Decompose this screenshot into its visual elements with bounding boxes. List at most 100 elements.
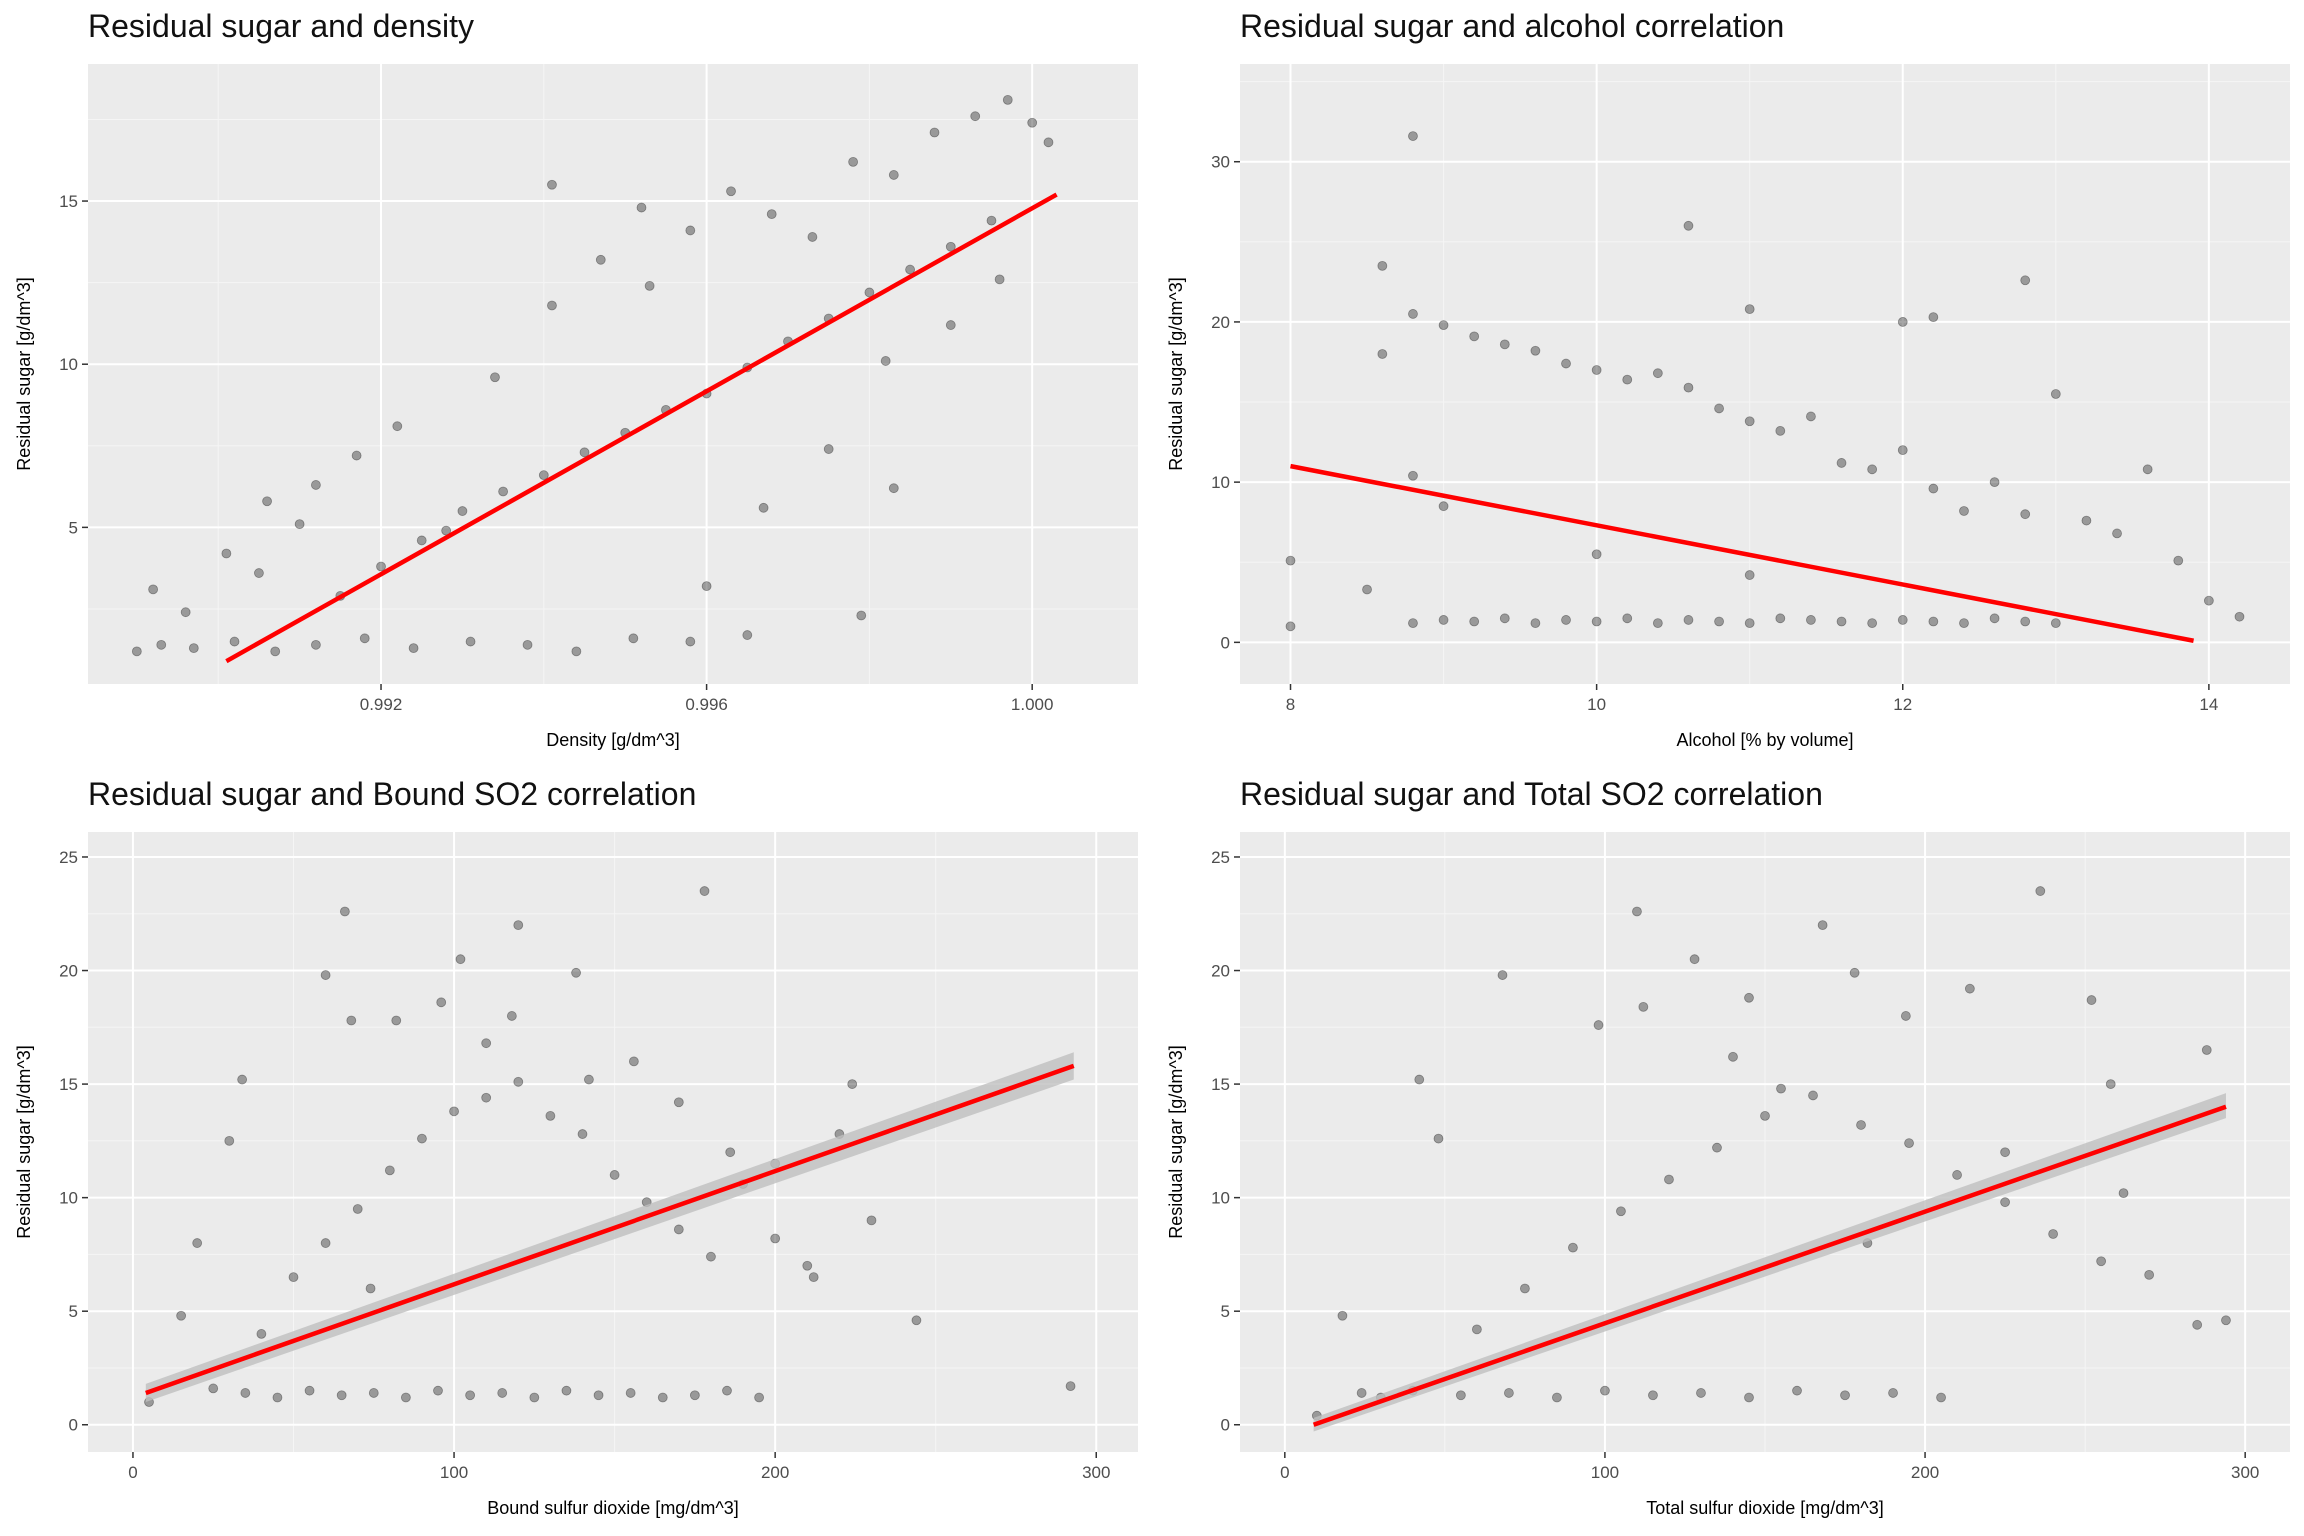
data-point: [1683, 220, 1694, 231]
data-point: [1652, 618, 1663, 629]
data-point: [1897, 317, 1908, 327]
data-point: [1433, 1133, 1444, 1144]
data-point: [685, 225, 696, 236]
data-point: [1744, 992, 1754, 1003]
data-point: [1775, 613, 1786, 624]
data-point: [240, 1388, 251, 1398]
data-point: [888, 483, 899, 494]
data-point: [1744, 618, 1755, 629]
data-point: [376, 561, 386, 572]
y-tick-label: 20: [1211, 962, 1230, 981]
y-tick-label: 10: [59, 1189, 78, 1208]
y-tick-label: 10: [59, 355, 78, 374]
data-point: [1356, 1388, 1367, 1398]
data-point: [176, 1310, 187, 1321]
data-point: [237, 1074, 248, 1085]
data-point: [417, 1133, 427, 1144]
x-tick-label: 0.992: [360, 695, 403, 714]
data-point: [1622, 613, 1633, 624]
data-point: [188, 643, 199, 654]
data-point: [1377, 349, 1388, 359]
y-axis-label: Residual sugar [g/dm^3]: [1166, 1045, 1186, 1239]
data-point: [545, 1110, 556, 1121]
data-point: [689, 1390, 700, 1401]
data-point: [1959, 618, 1969, 629]
x-tick-label: 0: [128, 1463, 137, 1482]
data-point: [1600, 1385, 1610, 1396]
data-point: [1989, 613, 2000, 624]
data-point: [2221, 1315, 2231, 1326]
data-point: [1888, 1388, 1898, 1398]
data-point: [1728, 1051, 1738, 1062]
chart-title: Residual sugar and alcohol correlation: [1240, 8, 1785, 44]
trend-line: [225, 192, 1058, 664]
data-point: [1438, 501, 1449, 512]
data-point: [1591, 616, 1602, 627]
data-point: [673, 1097, 684, 1108]
data-point: [754, 1392, 765, 1403]
data-point: [433, 1385, 443, 1396]
data-point: [224, 1135, 235, 1146]
data-point: [457, 506, 468, 516]
data-point: [945, 320, 956, 330]
data-point: [1867, 464, 1878, 475]
data-point: [346, 1015, 357, 1026]
panel-bound-so2: Residual sugar and Bound SO2 correlation…: [0, 768, 1152, 1536]
data-point: [311, 639, 321, 650]
data-point: [2201, 1045, 2212, 1055]
x-tick-label: 300: [2231, 1463, 2259, 1482]
panel-total-so2: Residual sugar and Total SO2 correlation…: [1152, 768, 2304, 1536]
data-point: [1744, 304, 1755, 315]
data-point: [1043, 137, 1054, 148]
data-point: [1377, 260, 1388, 271]
data-point: [1744, 570, 1755, 580]
y-tick-label: 20: [59, 962, 78, 981]
data-point: [1806, 411, 1816, 422]
data-point: [986, 215, 997, 226]
data-point: [1337, 1310, 1348, 1321]
data-point: [1065, 1381, 1076, 1392]
y-tick-label: 25: [1211, 848, 1230, 867]
data-point: [156, 639, 167, 650]
data-point: [449, 1106, 459, 1117]
data-point: [221, 548, 232, 559]
data-point: [529, 1392, 540, 1403]
data-point: [1904, 1138, 1914, 1149]
data-point: [1591, 549, 1602, 560]
data-point: [595, 254, 606, 265]
y-tick-label: 5: [1221, 1302, 1230, 1321]
data-point: [1897, 615, 1908, 625]
data-point: [866, 1215, 877, 1226]
trend-line: [145, 1063, 1075, 1396]
data-point: [513, 920, 524, 931]
data-point: [1530, 618, 1541, 629]
data-point: [304, 1385, 315, 1396]
data-point: [1867, 618, 1878, 629]
y-tick-label: 30: [1211, 153, 1230, 172]
y-tick-label: 0: [1221, 633, 1230, 652]
data-point: [2050, 618, 2061, 629]
y-axis-label: Residual sugar [g/dm^3]: [1166, 277, 1186, 471]
data-point: [1897, 445, 1908, 455]
data-point: [481, 1038, 492, 1049]
x-tick-label: 14: [2199, 695, 2218, 714]
y-tick-label: 0: [1221, 1416, 1230, 1435]
trend-line: [1290, 463, 2194, 643]
data-point: [384, 1165, 395, 1176]
data-point: [1714, 403, 1724, 414]
data-point: [1689, 954, 1700, 965]
data-point: [408, 643, 419, 654]
data-point: [701, 581, 712, 592]
data-point: [547, 300, 557, 311]
x-axis-label: Alcohol [% by volume]: [1676, 730, 1853, 750]
x-axis-label: Density [g/dm^3]: [546, 730, 680, 750]
data-point: [1408, 131, 1418, 141]
data-point: [359, 633, 370, 644]
data-point: [1632, 906, 1642, 917]
data-point: [766, 209, 777, 220]
panel-density: Residual sugar and density 0.992 0.996 1.0…: [0, 0, 1152, 768]
x-tick-label: 200: [1911, 1463, 1939, 1482]
scatter-plot-density: 0.992 0.996 1.000 5 10 15 Density [g/dm^3] Resi…: [14, 64, 1138, 750]
data-point: [1568, 1242, 1578, 1253]
data-point: [561, 1385, 572, 1396]
